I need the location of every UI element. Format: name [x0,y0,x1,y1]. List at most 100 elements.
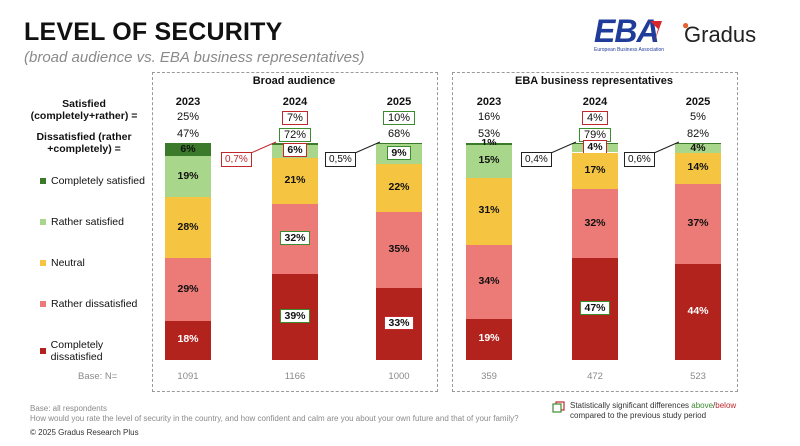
satisfied-value: 7% [265,111,325,125]
bar-segment-value: 39% [280,309,310,324]
bar-segment-value: 37% [687,216,709,229]
dissatisfied-value: 47% [158,128,218,140]
base-value: 1091 [177,371,199,382]
bar-segment-value: 33% [384,316,414,330]
bar-segment-label: 47% [572,301,618,316]
satisfied-value-text: 7% [282,111,308,125]
bar-segment: 31% [466,177,512,245]
bar-segment-value: 32% [584,216,606,229]
legend-label: Neutral [51,257,85,269]
bar-segment-label: 33% [376,316,422,330]
page-subtitle: (broad audience vs. EBA business represe… [24,49,365,66]
legend-label: Rather dissatisfied [51,298,138,310]
bar-year-label: 2025 [685,96,711,108]
legend-swatch [40,348,46,354]
bar-year-label: 2023 [476,96,502,108]
dissatisfied-value-text: 68% [383,128,415,140]
satisfied-value: 5% [668,111,728,123]
bar-segment [675,143,721,145]
legend-item: Completely dissatisfied [40,339,152,363]
base-note: Base: all respondents [30,404,107,413]
dissatisfied-value: 82% [668,128,728,140]
bar-segment-label: 31% [466,204,512,216]
bar-segment-value: 19% [177,169,199,182]
bar-segment-value: 19% [478,332,500,345]
legend-swatch [40,178,46,184]
satisfied-value: 10% [369,111,429,125]
satisfied-value: 25% [158,111,218,123]
bar-segment: 32% [272,203,318,275]
bar-segment-label: 44% [675,305,721,317]
bar-year-label: 2025 [386,96,412,108]
sig-note-above: above [691,401,714,410]
page-title: LEVEL OF SECURITY [24,18,283,46]
small-share-callout: 0,7% [221,152,252,167]
legend-swatch [40,219,46,225]
legend-label: Completely dissatisfied [50,339,104,363]
base-row-label: Base: N= [78,371,118,382]
bar-segment [376,143,422,145]
bar-segment-label: 4% [675,142,721,154]
callout-leader-line [550,141,577,154]
legend-swatch [40,301,46,307]
base-value: 523 [690,371,706,382]
bar-segment-label: 21% [272,174,318,186]
dissatisfied-value: 68% [369,128,429,140]
base-value: 472 [587,371,603,382]
panel-broad-audience [152,72,438,392]
eba-logo-letters: EBA [594,13,660,49]
bar-segment: 6% [165,143,211,156]
bar-segment: 28% [165,197,211,259]
legend-label: Completely satisfied [51,175,145,187]
dissatisfied-value-text: 82% [682,128,714,140]
bar-segment-value: 31% [478,204,500,217]
bar-segment-label: 32% [572,217,618,229]
copyright: © 2025 Gradus Research Plus [30,428,139,437]
bar-segment-value: 4% [583,140,607,155]
dissatisfied-value-text: 53% [473,128,505,140]
significance-legend-text: Statistically significant differences ab… [570,401,790,421]
bar-segment: 44% [675,264,721,360]
bar-segment: 37% [675,183,721,265]
satisfied-value-text: 5% [686,111,710,123]
bar-segment-label: 14% [675,161,721,173]
eba-logo-caption: European Business Association [594,47,665,53]
bar-segment-label: 19% [466,332,512,344]
sig-note-lead: Statistically significant differences [570,401,692,410]
bar-segment-value: 32% [280,231,310,246]
bar-segment: 4% [572,140,618,155]
panel-title-broad: Broad audience [252,75,336,87]
panel-title-eba: EBA business representatives [515,75,673,87]
bar-segment-label: 15% [466,154,512,166]
gradus-logo-mark-icon: ● [682,18,690,32]
bar-segment-label: 17% [572,164,618,176]
dissatisfied-value-text: 47% [172,128,204,140]
sig-note-tail: compared to the previous study period [570,411,707,420]
small-share-callout: 0,5% [325,152,356,167]
satisfied-value-text: 4% [582,111,608,125]
legend-label: Rather satisfied [51,216,124,228]
bar-segment-value: 29% [177,282,199,295]
bar-segment: 29% [165,258,211,321]
bar-segment-value: 14% [687,161,709,174]
bar-segment-label: 6% [165,143,211,155]
legend-item: Rather dissatisfied [40,298,137,310]
callout-leader-line [354,141,381,154]
satisfied-value-text: 25% [172,111,204,123]
bar-segment: 15% [466,145,512,178]
bar-segment: 19% [466,318,512,360]
bar-segment-label: 6% [272,143,318,158]
bar-segment-value: 15% [478,154,500,167]
legend-swatch [40,260,46,266]
sig-note-below: below [715,401,737,410]
bar-segment: 18% [165,320,211,360]
bar-segment-label: 22% [376,181,422,193]
bar-segment: 22% [376,163,422,212]
bar-segment: 14% [675,153,721,184]
bar-segment-label: 29% [165,283,211,295]
bar-segment-value: 9% [387,145,411,160]
small-share-callout: 0,4% [521,152,552,167]
bar-segment: 19% [165,156,211,198]
bar-segment-label: 19% [165,170,211,182]
bar-segment: 39% [272,274,318,360]
